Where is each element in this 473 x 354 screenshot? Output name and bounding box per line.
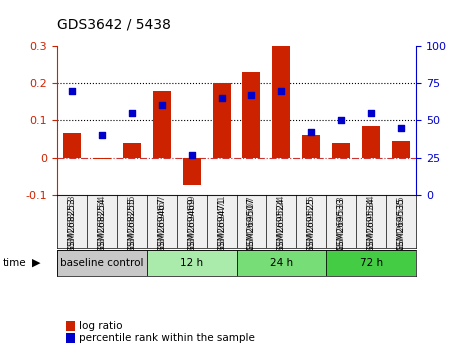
- Text: percentile rank within the sample: percentile rank within the sample: [79, 333, 255, 343]
- Point: [188, 152, 195, 158]
- Bar: [326, 250, 416, 276]
- Bar: [123, 143, 140, 158]
- Text: GSM269467: GSM269467: [157, 198, 166, 252]
- Text: GSM269525: GSM269525: [307, 198, 316, 252]
- Text: GSM269524: GSM269524: [277, 198, 286, 252]
- Text: GSM269471: GSM269471: [217, 198, 226, 252]
- Bar: [153, 91, 171, 158]
- Bar: [63, 133, 81, 158]
- Text: GSM269524: GSM269524: [277, 195, 286, 249]
- Point: [397, 125, 405, 131]
- Bar: [57, 250, 147, 276]
- Point: [128, 110, 135, 116]
- Point: [278, 88, 285, 93]
- Bar: [212, 83, 230, 158]
- Point: [98, 132, 105, 138]
- Text: 12 h: 12 h: [180, 258, 203, 268]
- Text: GSM268254: GSM268254: [97, 195, 106, 249]
- Point: [218, 95, 225, 101]
- Text: 72 h: 72 h: [360, 258, 383, 268]
- Text: baseline control: baseline control: [60, 258, 143, 268]
- Text: log ratio: log ratio: [79, 321, 123, 331]
- Point: [338, 118, 345, 123]
- Point: [248, 92, 255, 98]
- Text: GSM268253: GSM268253: [67, 198, 76, 252]
- Bar: [236, 250, 326, 276]
- Text: GSM269534: GSM269534: [367, 195, 376, 250]
- Text: 24 h: 24 h: [270, 258, 293, 268]
- Text: ▶: ▶: [32, 258, 40, 268]
- Text: GDS3642 / 5438: GDS3642 / 5438: [57, 18, 171, 32]
- Text: GSM268254: GSM268254: [97, 198, 106, 252]
- Text: GSM269467: GSM269467: [157, 195, 166, 250]
- Bar: [243, 72, 261, 158]
- Text: GSM269469: GSM269469: [187, 198, 196, 252]
- Bar: [93, 158, 111, 159]
- Text: GSM269507: GSM269507: [247, 195, 256, 250]
- Bar: [272, 46, 290, 158]
- Point: [368, 110, 375, 116]
- Point: [307, 130, 315, 135]
- Text: time: time: [2, 258, 26, 268]
- Bar: [183, 158, 201, 185]
- Point: [158, 103, 166, 108]
- Bar: [147, 250, 236, 276]
- Text: GSM269535: GSM269535: [397, 198, 406, 252]
- Text: GSM268253: GSM268253: [67, 195, 76, 250]
- Text: GSM269469: GSM269469: [187, 195, 196, 250]
- Text: GSM269507: GSM269507: [247, 198, 256, 252]
- Text: GSM269534: GSM269534: [367, 198, 376, 252]
- Text: GSM269535: GSM269535: [397, 195, 406, 250]
- Text: GSM269471: GSM269471: [217, 195, 226, 250]
- Text: GSM268255: GSM268255: [127, 195, 136, 250]
- Bar: [362, 126, 380, 158]
- Bar: [302, 135, 320, 158]
- Text: GSM268255: GSM268255: [127, 198, 136, 252]
- Point: [68, 88, 76, 93]
- Text: GSM269533: GSM269533: [337, 195, 346, 250]
- Text: GSM269533: GSM269533: [337, 198, 346, 252]
- Bar: [392, 141, 410, 158]
- Text: GSM269525: GSM269525: [307, 195, 316, 250]
- Bar: [333, 143, 350, 158]
